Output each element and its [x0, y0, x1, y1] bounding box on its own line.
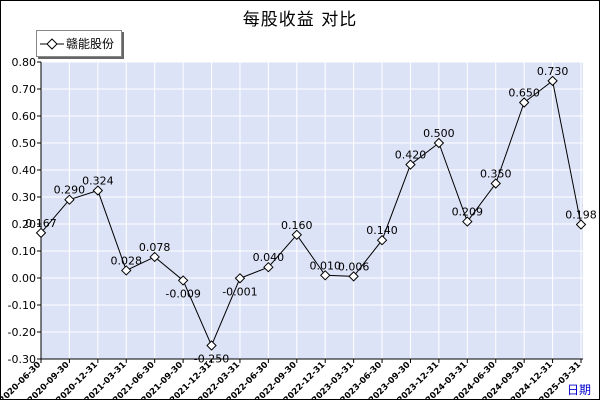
data-label: 0.040 — [253, 251, 285, 264]
y-tick-label: 0.70 — [12, 83, 37, 96]
y-tick-label: 0.60 — [12, 110, 37, 123]
y-tick-label: 0.10 — [12, 245, 37, 258]
data-point — [575, 219, 587, 230]
y-tick-label: 0.00 — [12, 272, 37, 285]
data-label: 0.006 — [338, 260, 370, 273]
data-point — [320, 270, 331, 281]
data-point — [206, 340, 217, 351]
legend-marker-icon — [40, 37, 64, 50]
data-label: 0.198 — [565, 209, 597, 222]
data-point — [177, 275, 189, 286]
series-line — [40, 80, 582, 347]
data-label: -0.009 — [165, 287, 200, 300]
plot-area — [41, 62, 583, 359]
data-label: 0.167 — [25, 217, 57, 230]
legend: 赣能股份 — [36, 30, 122, 57]
data-point — [92, 185, 104, 196]
y-tick-label: 0.40 — [12, 164, 37, 177]
data-label: 0.078 — [139, 241, 171, 254]
data-point — [490, 178, 501, 189]
y-tick-label: 0.20 — [12, 218, 37, 231]
data-label: 0.209 — [452, 206, 484, 219]
data-label: 0.730 — [537, 65, 569, 78]
data-label: 0.500 — [423, 127, 455, 140]
data-point — [462, 216, 473, 227]
data-label: 0.160 — [281, 219, 313, 232]
y-tick-label: 0.80 — [12, 56, 37, 69]
data-label: 0.290 — [54, 184, 86, 197]
x-axis-suffix-label: 日期 — [566, 383, 591, 397]
legend-label: 赣能股份 — [66, 37, 115, 51]
y-tick-label: -0.30 — [8, 353, 36, 366]
data-label: -0.001 — [222, 285, 257, 298]
data-label: 0.028 — [111, 254, 143, 267]
y-tick-label: 0.30 — [12, 191, 37, 204]
y-tick-label: 0.50 — [12, 137, 37, 150]
data-point — [234, 273, 246, 284]
data-point — [121, 265, 132, 276]
data-label: 0.350 — [480, 168, 512, 181]
data-point — [405, 159, 416, 170]
data-point — [376, 234, 388, 246]
data-point — [547, 75, 558, 87]
data-label: 0.010 — [309, 259, 341, 272]
data-label: 0.324 — [82, 175, 114, 188]
data-point — [291, 229, 302, 241]
data-point — [348, 271, 359, 282]
data-label: 0.650 — [508, 87, 540, 100]
data-point — [518, 97, 530, 108]
y-tick-label: -0.20 — [8, 326, 36, 339]
data-point — [35, 227, 47, 239]
data-point — [64, 194, 75, 205]
data-point — [263, 261, 274, 273]
data-label: -0.250 — [194, 353, 229, 366]
y-tick-label: -0.10 — [8, 299, 36, 312]
chart-title: 每股收益 对比 — [242, 10, 358, 30]
data-point — [149, 251, 160, 263]
data-label: 0.140 — [366, 224, 398, 237]
data-point — [433, 137, 445, 149]
data-label: 0.420 — [395, 149, 427, 162]
